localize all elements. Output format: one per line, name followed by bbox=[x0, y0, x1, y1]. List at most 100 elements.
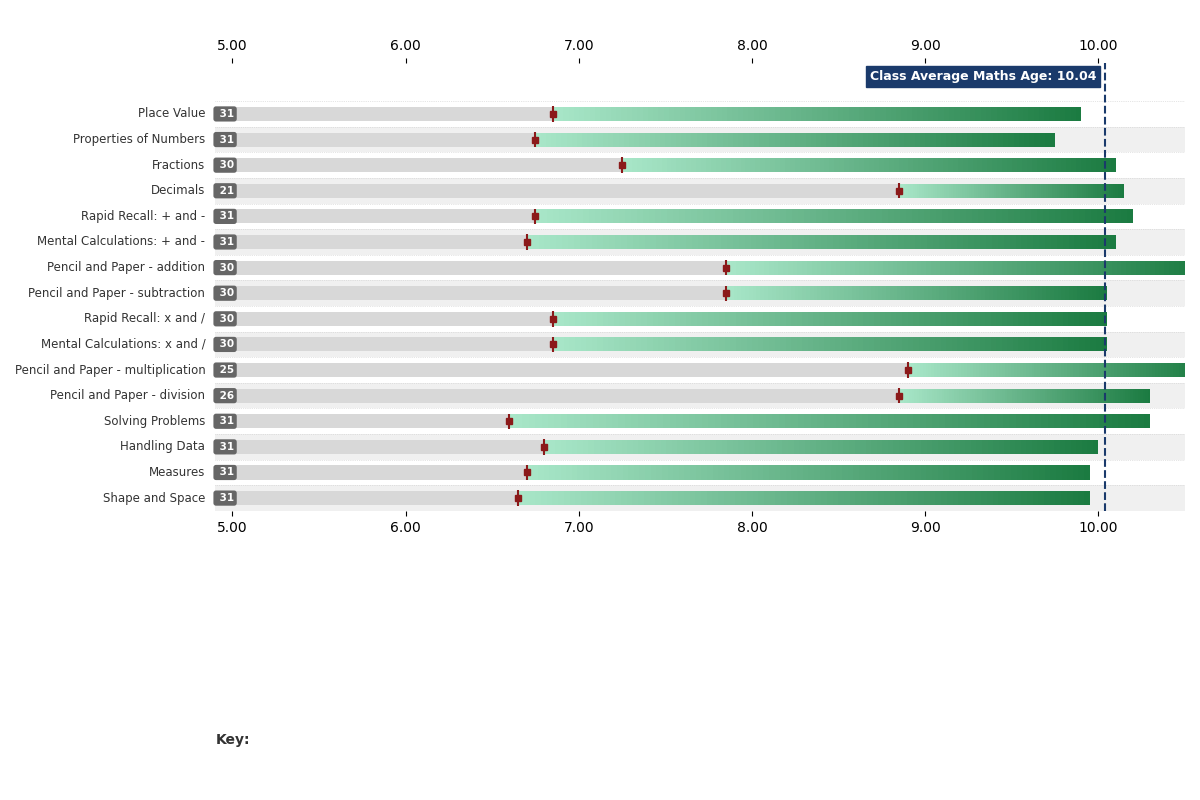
Bar bbox=[1076, 158, 1081, 172]
Bar bbox=[952, 414, 958, 428]
Bar bbox=[716, 158, 721, 172]
Bar bbox=[746, 312, 752, 326]
Bar bbox=[836, 286, 840, 300]
Bar bbox=[1096, 389, 1098, 402]
Bar bbox=[1055, 261, 1060, 274]
Bar bbox=[882, 210, 888, 223]
Bar bbox=[798, 235, 804, 249]
Bar bbox=[986, 491, 992, 505]
Bar bbox=[551, 235, 557, 249]
Bar bbox=[901, 389, 905, 402]
Bar bbox=[1008, 363, 1010, 377]
Bar bbox=[653, 107, 659, 121]
Bar bbox=[887, 466, 893, 479]
Bar bbox=[656, 466, 662, 479]
Bar bbox=[816, 210, 822, 223]
Bar bbox=[967, 158, 972, 172]
Bar bbox=[145, 434, 1186, 460]
Bar bbox=[888, 440, 893, 454]
Bar bbox=[1002, 261, 1007, 274]
Bar bbox=[902, 338, 907, 351]
Bar bbox=[1050, 466, 1056, 479]
Bar bbox=[604, 491, 610, 505]
Bar bbox=[991, 312, 996, 326]
Bar bbox=[1145, 389, 1148, 402]
Bar bbox=[1121, 261, 1126, 274]
Bar bbox=[926, 414, 932, 428]
Bar bbox=[1000, 389, 1002, 402]
Bar bbox=[811, 261, 816, 274]
Bar bbox=[690, 466, 696, 479]
Bar bbox=[1099, 184, 1102, 198]
Bar bbox=[622, 158, 628, 172]
Bar bbox=[1037, 389, 1040, 402]
Bar bbox=[947, 491, 953, 505]
Bar bbox=[1038, 363, 1040, 377]
Bar bbox=[934, 107, 938, 121]
Bar bbox=[638, 491, 644, 505]
Bar bbox=[780, 235, 786, 249]
Bar bbox=[233, 133, 535, 146]
Bar bbox=[1045, 133, 1050, 146]
Bar bbox=[703, 210, 709, 223]
Bar bbox=[616, 440, 622, 454]
Bar bbox=[990, 363, 994, 377]
Bar bbox=[974, 338, 979, 351]
Bar bbox=[1007, 261, 1012, 274]
Bar bbox=[846, 312, 852, 326]
Bar bbox=[611, 466, 617, 479]
Bar bbox=[632, 158, 637, 172]
Bar bbox=[233, 312, 553, 326]
Bar bbox=[533, 235, 539, 249]
Bar bbox=[936, 286, 940, 300]
Bar bbox=[880, 235, 886, 249]
Bar bbox=[1028, 466, 1033, 479]
Bar bbox=[749, 107, 754, 121]
Bar bbox=[656, 235, 662, 249]
Bar bbox=[952, 389, 954, 402]
Bar bbox=[959, 286, 962, 300]
Bar bbox=[910, 389, 912, 402]
Bar bbox=[1043, 286, 1046, 300]
Bar bbox=[978, 363, 982, 377]
Bar bbox=[695, 491, 701, 505]
Bar bbox=[919, 414, 926, 428]
Bar bbox=[996, 338, 1002, 351]
Text: 30: 30 bbox=[216, 314, 234, 324]
Bar bbox=[535, 491, 541, 505]
Bar bbox=[942, 389, 944, 402]
Bar bbox=[1055, 107, 1060, 121]
Bar bbox=[785, 107, 791, 121]
Bar bbox=[742, 286, 745, 300]
Bar bbox=[727, 414, 734, 428]
Bar bbox=[1079, 210, 1085, 223]
Bar bbox=[780, 312, 786, 326]
Bar bbox=[613, 210, 619, 223]
Bar bbox=[989, 466, 994, 479]
Bar bbox=[1045, 466, 1050, 479]
Bar bbox=[664, 414, 670, 428]
Bar bbox=[1086, 184, 1088, 198]
Bar bbox=[736, 491, 742, 505]
Bar bbox=[863, 338, 869, 351]
Bar bbox=[553, 210, 559, 223]
Bar bbox=[660, 440, 666, 454]
Bar bbox=[1150, 261, 1154, 274]
Bar bbox=[1007, 389, 1009, 402]
Bar bbox=[589, 107, 595, 121]
Bar bbox=[972, 466, 977, 479]
Bar bbox=[1060, 107, 1066, 121]
Bar bbox=[1022, 389, 1025, 402]
Bar bbox=[686, 133, 691, 146]
Bar bbox=[946, 133, 952, 146]
Bar bbox=[601, 210, 607, 223]
Bar bbox=[955, 466, 960, 479]
Bar bbox=[1093, 414, 1099, 428]
Bar bbox=[1026, 210, 1032, 223]
Bar bbox=[706, 158, 710, 172]
Bar bbox=[826, 286, 829, 300]
Bar bbox=[958, 338, 962, 351]
Bar bbox=[764, 491, 769, 505]
Bar bbox=[677, 440, 683, 454]
Bar bbox=[746, 338, 752, 351]
